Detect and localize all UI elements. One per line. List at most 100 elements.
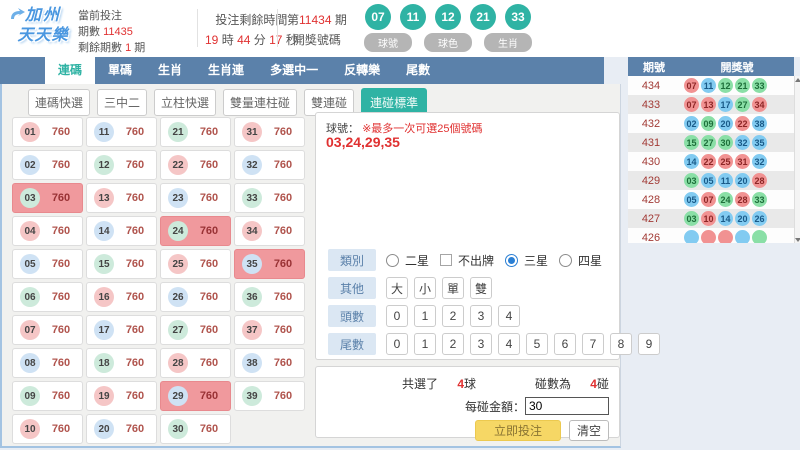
head-digit-button[interactable]: 0 (386, 305, 408, 327)
number-cell[interactable]: 38 760 (234, 348, 305, 378)
history-ball: 17 (718, 97, 733, 112)
number-cell[interactable]: 33 760 (234, 183, 305, 213)
category-radio-四星[interactable] (559, 253, 573, 267)
clear-button[interactable]: 清空 (569, 420, 609, 441)
nav-tab[interactable]: 連碼 (45, 57, 96, 84)
number-cell[interactable]: 13 760 (86, 183, 157, 213)
current-bet-info: 當前投注 期數 11435 剩餘期數 1 期 (78, 8, 145, 56)
number-cell[interactable]: 04 760 (12, 216, 83, 246)
tail-digit-button[interactable]: 7 (582, 333, 604, 355)
number-ball: 30 (168, 419, 188, 439)
tail-digit-button[interactable]: 3 (470, 333, 492, 355)
number-cell[interactable]: 08 760 (12, 348, 83, 378)
nav-tab[interactable]: 反轉樂 (344, 63, 381, 77)
number-cell[interactable]: 17 760 (86, 315, 157, 345)
number-cell[interactable]: 05 760 (12, 249, 83, 279)
scroll-down-arrow[interactable] (795, 236, 800, 243)
number-cell[interactable]: 20 760 (86, 414, 157, 444)
number-cell[interactable]: 07 760 (12, 315, 83, 345)
number-cell[interactable]: 03 760 (12, 183, 83, 213)
tail-digit-button[interactable]: 9 (638, 333, 660, 355)
tail-digit-button[interactable]: 4 (498, 333, 520, 355)
subnav-tab[interactable]: 連碼快選 (28, 89, 91, 116)
history-row[interactable]: 434 07 11 12 21 33 (628, 76, 794, 95)
other-button[interactable]: 小 (414, 277, 437, 299)
number-cell[interactable]: 25 760 (160, 249, 231, 279)
number-cell[interactable]: 24 760 (160, 216, 231, 246)
subnav-tab[interactable]: 三中二 (97, 89, 148, 116)
subnav-tab[interactable]: 雙量連柱碰 (223, 89, 298, 116)
category-checkbox-不出牌[interactable] (440, 254, 453, 266)
mode-pill-button[interactable]: 生肖 (484, 33, 532, 52)
number-cell[interactable]: 23 760 (160, 183, 231, 213)
number-cell[interactable]: 06 760 (12, 282, 83, 312)
cell-odds: 760 (51, 225, 71, 237)
nav-tab[interactable]: 多選中一 (270, 63, 319, 77)
history-row[interactable]: 429 03 05 11 20 28 (628, 171, 794, 190)
number-cell[interactable]: 15 760 (86, 249, 157, 279)
other-button[interactable]: 單 (442, 277, 465, 299)
number-cell[interactable]: 11 760 (86, 117, 157, 147)
number-cell[interactable]: 26 760 (160, 282, 231, 312)
number-cell[interactable]: 02 760 (12, 150, 83, 180)
history-row[interactable]: 430 14 22 25 31 32 (628, 152, 794, 171)
history-row[interactable]: 432 02 09 20 22 38 (628, 114, 794, 133)
tail-digit-button[interactable]: 2 (442, 333, 464, 355)
nav-tab[interactable]: 尾數 (406, 63, 431, 77)
subnav-tab[interactable]: 立柱快選 (154, 89, 217, 116)
number-cell[interactable]: 09 760 (12, 381, 83, 411)
head-digit-button[interactable]: 3 (470, 305, 492, 327)
history-row[interactable]: 431 15 27 30 32 35 (628, 133, 794, 152)
number-cell[interactable]: 31 760 (234, 117, 305, 147)
tail-digit-button[interactable]: 5 (526, 333, 548, 355)
tail-digit-button[interactable]: 8 (610, 333, 632, 355)
number-cell[interactable]: 22 760 (160, 150, 231, 180)
tail-digit-button[interactable]: 6 (554, 333, 576, 355)
number-cell[interactable]: 27 760 (160, 315, 231, 345)
amount-per-combo-input[interactable] (525, 397, 609, 415)
mode-pill-button[interactable]: 球號 (364, 33, 412, 52)
number-cell[interactable]: 28 760 (160, 348, 231, 378)
history-row[interactable]: 426 (628, 228, 794, 243)
history-ball: 34 (752, 97, 767, 112)
nav-tab[interactable]: 生肖連 (208, 63, 245, 77)
number-cell[interactable]: 14 760 (86, 216, 157, 246)
tail-digit-button[interactable]: 1 (414, 333, 436, 355)
head-digit-button[interactable]: 1 (414, 305, 436, 327)
number-cell[interactable]: 10 760 (12, 414, 83, 444)
other-button[interactable]: 雙 (470, 277, 493, 299)
other-button[interactable]: 大 (386, 277, 409, 299)
category-radio-三星[interactable] (505, 253, 519, 267)
history-row[interactable]: 428 05 07 24 28 33 (628, 190, 794, 209)
number-cell[interactable]: 18 760 (86, 348, 157, 378)
number-cell[interactable]: 30 760 (160, 414, 231, 444)
number-cell[interactable]: 19 760 (86, 381, 157, 411)
number-cell[interactable]: 01 760 (12, 117, 83, 147)
number-cell[interactable]: 36 760 (234, 282, 305, 312)
number-cell[interactable]: 21 760 (160, 117, 231, 147)
history-balls (684, 230, 767, 243)
mode-pill-button[interactable]: 球色 (424, 33, 472, 52)
category-radio-二星[interactable] (386, 253, 399, 267)
head-digit-button[interactable]: 4 (498, 305, 520, 327)
bet-now-button[interactable]: 立即投注 (475, 420, 561, 441)
history-scrollbar[interactable] (794, 76, 800, 243)
number-cell[interactable]: 29 760 (160, 381, 231, 411)
number-cell[interactable]: 34 760 (234, 216, 305, 246)
number-cell[interactable]: 12 760 (86, 150, 157, 180)
history-row[interactable]: 433 07 13 17 27 34 (628, 95, 794, 114)
number-cell[interactable]: 37 760 (234, 315, 305, 345)
history-row[interactable]: 427 03 10 14 20 26 (628, 209, 794, 228)
head-digit-button[interactable]: 2 (442, 305, 464, 327)
number-cell[interactable]: 32 760 (234, 150, 305, 180)
scroll-up-arrow[interactable] (795, 76, 800, 83)
subnav-tab[interactable]: 雙連碰 (304, 89, 355, 116)
number-cell[interactable]: 39 760 (234, 381, 305, 411)
number-cell[interactable]: 35 760 (234, 249, 305, 279)
number-cell[interactable]: 16 760 (86, 282, 157, 312)
nav-tab[interactable]: 生肖 (158, 63, 183, 77)
number-grid: 01 760 02 760 03 760 04 760 05 760 06 760 07 760 08 760… (12, 117, 305, 444)
nav-tab[interactable]: 單碼 (108, 63, 133, 77)
tail-digit-button[interactable]: 0 (386, 333, 408, 355)
